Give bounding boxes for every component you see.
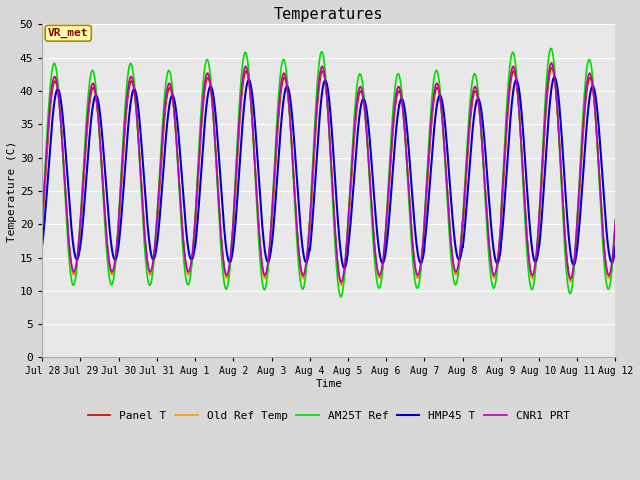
- AM25T Ref: [496, 237, 504, 243]
- Y-axis label: Temperature (C): Temperature (C): [7, 140, 17, 241]
- CNR1 PRT: [577, 153, 585, 159]
- Legend: Panel T, Old Ref Temp, AM25T Ref, HMP45 T, CNR1 PRT: Panel T, Old Ref Temp, AM25T Ref, HMP45 …: [84, 406, 574, 425]
- Old Ref Temp: [612, 220, 620, 226]
- CNR1 PRT: [358, 88, 366, 94]
- HMP45 T: [577, 199, 585, 205]
- Old Ref Temp: [338, 282, 346, 288]
- HMP45 T: [340, 265, 348, 271]
- Line: Old Ref Temp: Old Ref Temp: [42, 62, 616, 285]
- Panel T: [612, 225, 620, 230]
- Panel T: [198, 116, 206, 122]
- CNR1 PRT: [198, 108, 206, 114]
- HMP45 T: [561, 187, 569, 192]
- Old Ref Temp: [496, 239, 504, 244]
- HMP45 T: [38, 241, 46, 247]
- Old Ref Temp: [577, 156, 585, 161]
- CNR1 PRT: [337, 279, 345, 285]
- Title: Temperatures: Temperatures: [274, 7, 383, 22]
- Panel T: [496, 242, 504, 248]
- Panel T: [577, 162, 585, 168]
- Old Ref Temp: [38, 219, 46, 225]
- Line: Panel T: Panel T: [42, 68, 616, 284]
- Old Ref Temp: [358, 87, 366, 93]
- Old Ref Temp: [548, 60, 556, 65]
- Old Ref Temp: [198, 109, 206, 115]
- HMP45 T: [346, 230, 353, 236]
- HMP45 T: [198, 156, 206, 162]
- Panel T: [346, 203, 353, 209]
- CNR1 PRT: [561, 238, 569, 243]
- AM25T Ref: [547, 46, 555, 51]
- CNR1 PRT: [496, 235, 504, 241]
- AM25T Ref: [346, 191, 353, 196]
- AM25T Ref: [337, 294, 345, 300]
- AM25T Ref: [561, 253, 569, 259]
- Panel T: [338, 281, 346, 287]
- HMP45 T: [550, 74, 558, 80]
- Line: CNR1 PRT: CNR1 PRT: [42, 63, 616, 282]
- Old Ref Temp: [346, 198, 353, 204]
- HMP45 T: [496, 253, 504, 259]
- HMP45 T: [358, 98, 366, 104]
- Old Ref Temp: [561, 240, 569, 245]
- Panel T: [561, 236, 569, 242]
- Panel T: [548, 65, 556, 71]
- HMP45 T: [612, 244, 620, 250]
- CNR1 PRT: [346, 195, 353, 201]
- AM25T Ref: [38, 215, 46, 220]
- AM25T Ref: [358, 78, 366, 84]
- Line: HMP45 T: HMP45 T: [42, 77, 616, 268]
- Panel T: [38, 223, 46, 228]
- Panel T: [358, 91, 366, 97]
- Line: AM25T Ref: AM25T Ref: [42, 48, 616, 297]
- Text: VR_met: VR_met: [48, 28, 88, 38]
- CNR1 PRT: [612, 217, 620, 223]
- AM25T Ref: [612, 216, 620, 222]
- CNR1 PRT: [548, 60, 556, 66]
- AM25T Ref: [577, 143, 585, 149]
- AM25T Ref: [198, 94, 206, 99]
- X-axis label: Time: Time: [316, 379, 342, 389]
- CNR1 PRT: [38, 216, 46, 221]
